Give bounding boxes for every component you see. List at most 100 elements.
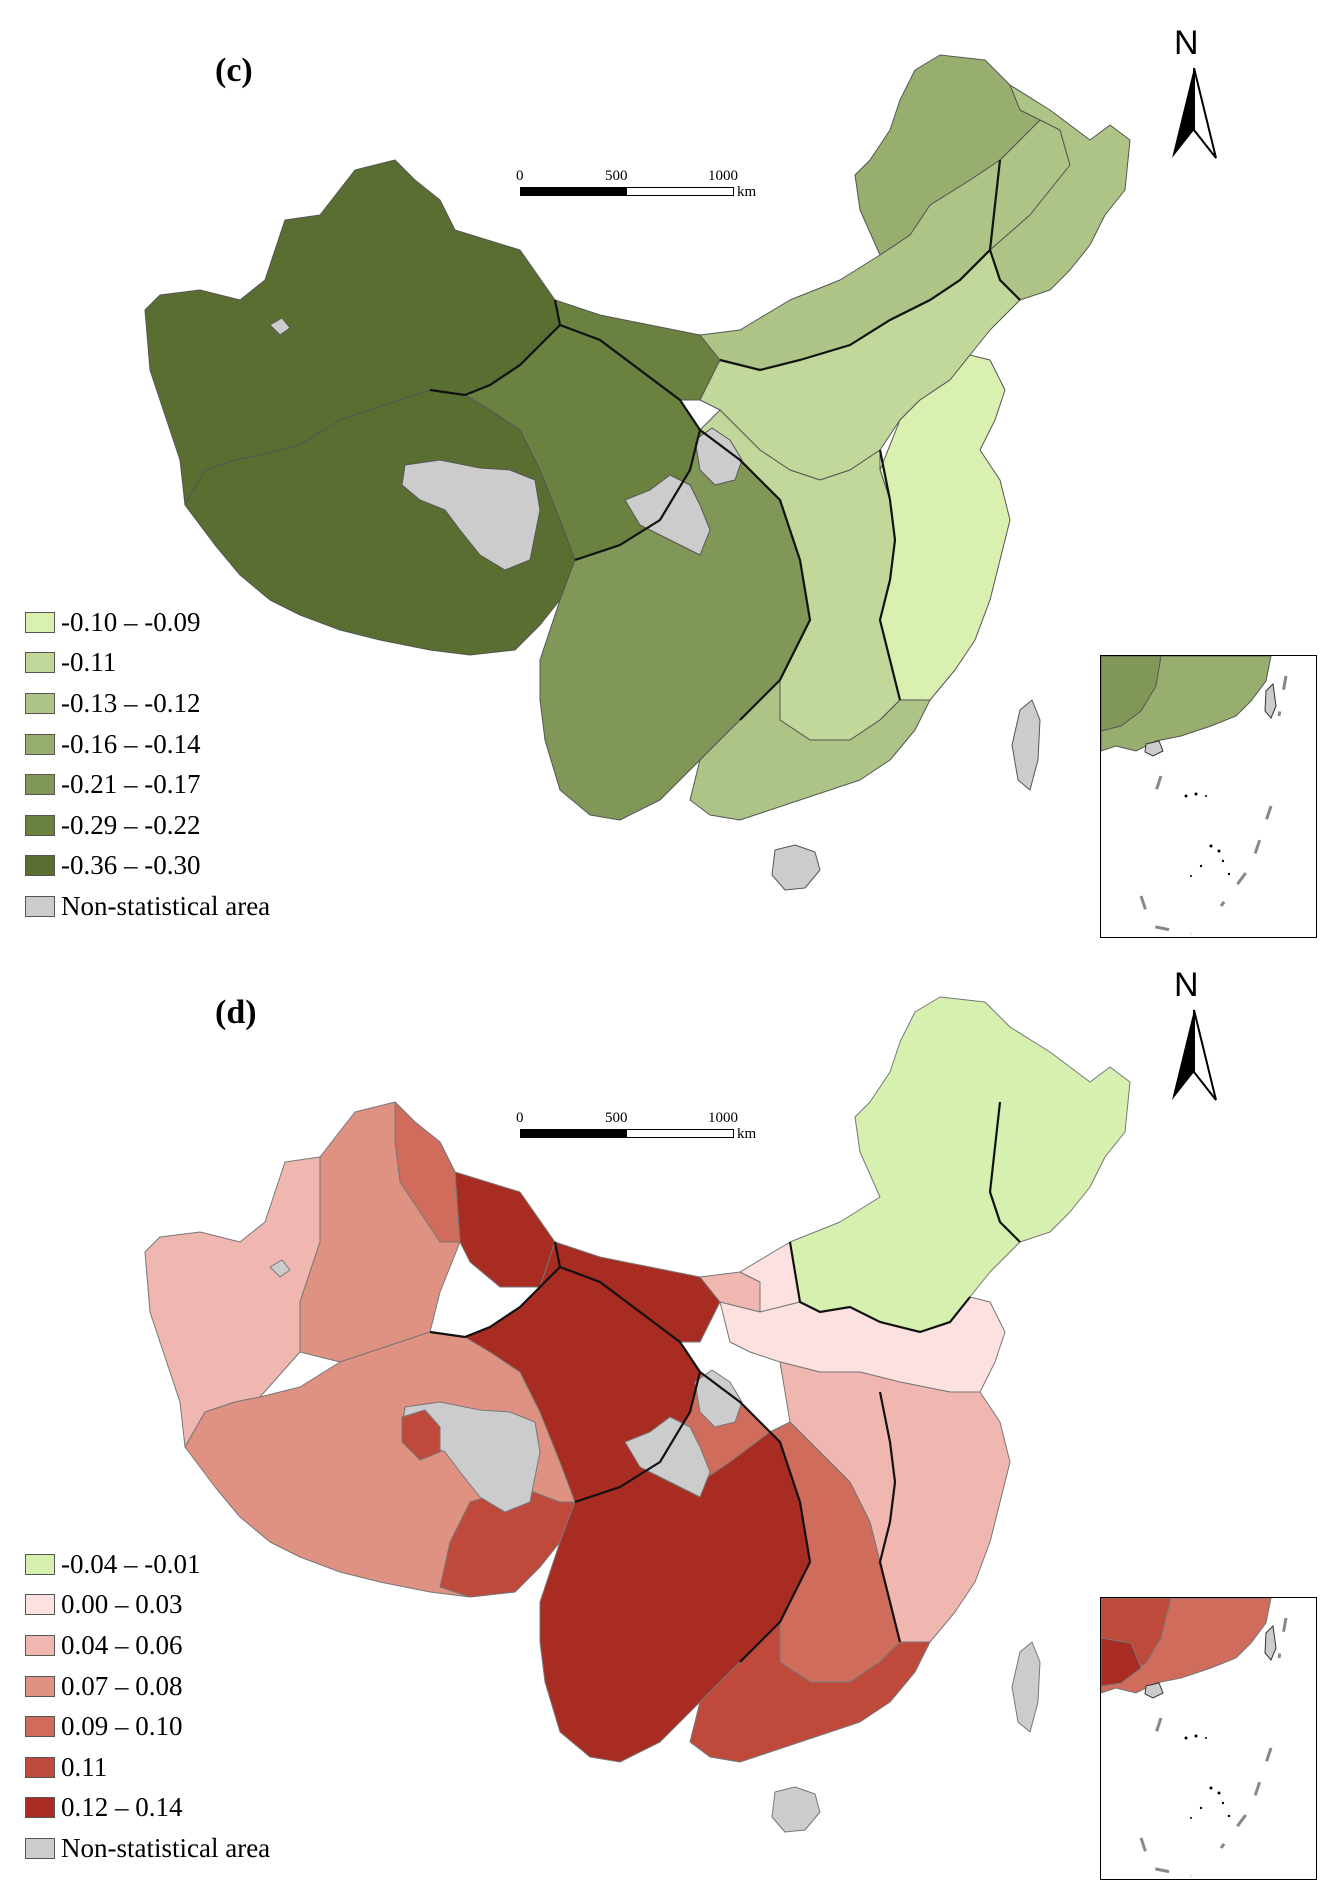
legend-label: -0.21 – -0.17 bbox=[61, 769, 201, 800]
region-taiwan bbox=[1011, 699, 1041, 791]
region-nonstat-3 bbox=[694, 427, 743, 486]
region-nonstat-1 bbox=[401, 459, 541, 571]
legend-swatch bbox=[25, 1837, 55, 1859]
region-heilongjiang bbox=[989, 84, 1131, 301]
scale-tick: 1000 bbox=[708, 1110, 738, 1126]
region-northeast bbox=[854, 54, 1041, 256]
scale-tick: 500 bbox=[605, 1110, 628, 1126]
region-nonstat-2 bbox=[624, 474, 711, 556]
inset-map bbox=[1101, 656, 1288, 936]
north-arrow-icon bbox=[1172, 67, 1217, 159]
legend-label: -0.11 bbox=[61, 647, 117, 678]
legend-swatch bbox=[25, 1553, 55, 1575]
legend-swatch bbox=[25, 611, 55, 633]
legend-item: -0.29 – -0.22 bbox=[25, 805, 270, 846]
legend-item: -0.36 – -0.30 bbox=[25, 846, 270, 887]
panel-label: (c) bbox=[215, 52, 253, 89]
scale-unit: km bbox=[737, 1126, 757, 1142]
region-tibet-east bbox=[439, 1486, 576, 1598]
legend-label: -0.13 – -0.12 bbox=[61, 687, 201, 718]
legend-label: -0.29 – -0.22 bbox=[61, 809, 201, 840]
map-panel-d: (d) N 0 500 1000 km -0.04 – -0.01 0.00 – … bbox=[0, 942, 1323, 1884]
scale-bar: 0 500 1000 km bbox=[513, 168, 773, 208]
scale-tick: 500 bbox=[605, 168, 628, 184]
north-arrow: N bbox=[1158, 20, 1228, 160]
legend-swatch bbox=[25, 692, 55, 714]
map-panel-c: (c) N 0 500 1000 km -0.10 – -0.09 -0.11 -0… bbox=[0, 0, 1323, 942]
scale-bar-white bbox=[626, 187, 734, 196]
scale-bar-black bbox=[520, 187, 626, 196]
scale-bar-white bbox=[626, 1129, 734, 1138]
legend-item: -0.16 – -0.14 bbox=[25, 724, 270, 765]
legend-swatch bbox=[25, 814, 55, 836]
legend-item: Non-statistical area bbox=[25, 1828, 270, 1869]
legend-item: -0.13 – -0.12 bbox=[25, 683, 270, 724]
legend-swatch bbox=[25, 1716, 55, 1738]
region-nonstat-2 bbox=[624, 1416, 711, 1498]
legend-item: 0.12 – 0.14 bbox=[25, 1788, 270, 1829]
scale-bar: 0 500 1000 km bbox=[513, 1110, 773, 1150]
legend-item: Non-statistical area bbox=[25, 886, 270, 927]
legend: -0.10 – -0.09 -0.11 -0.13 – -0.12 -0.16 – -… bbox=[25, 602, 270, 927]
scale-bar-black bbox=[520, 1129, 626, 1138]
legend: -0.04 – -0.01 0.00 – 0.03 0.04 – 0.06 0.07 … bbox=[25, 1544, 270, 1869]
region-nonstat-4 bbox=[269, 1259, 291, 1278]
legend-label: -0.16 – -0.14 bbox=[61, 728, 201, 759]
china-choropleth-map-c bbox=[144, 54, 1131, 891]
legend-label: Non-statistical area bbox=[61, 890, 271, 921]
legend-swatch bbox=[25, 1594, 55, 1616]
legend-label: 0.11 bbox=[61, 1751, 108, 1782]
region-south bbox=[689, 1621, 931, 1763]
legend-label: 0.04 – 0.06 bbox=[61, 1629, 183, 1660]
region-taiwan bbox=[1011, 1641, 1041, 1733]
legend-item: -0.10 – -0.09 bbox=[25, 602, 270, 643]
south-china-sea-inset bbox=[1100, 1597, 1317, 1880]
scale-tick: 1000 bbox=[708, 168, 738, 184]
legend-swatch bbox=[25, 1756, 55, 1778]
legend-item: 0.11 bbox=[25, 1747, 270, 1788]
scale-tick: 0 bbox=[516, 168, 524, 184]
region-nonstat-3 bbox=[694, 1369, 743, 1428]
inset-map bbox=[1101, 1598, 1288, 1878]
legend-swatch bbox=[25, 774, 55, 796]
legend-swatch bbox=[25, 855, 55, 877]
north-label: N bbox=[1174, 24, 1199, 62]
legend-item: 0.00 – 0.03 bbox=[25, 1585, 270, 1626]
north-arrow: N bbox=[1158, 962, 1228, 1102]
legend-label: -0.10 – -0.09 bbox=[61, 606, 201, 637]
legend-swatch bbox=[25, 1797, 55, 1819]
legend-label: 0.07 – 0.08 bbox=[61, 1670, 183, 1701]
legend-label: Non-statistical area bbox=[61, 1832, 271, 1863]
legend-swatch bbox=[25, 733, 55, 755]
legend-item: -0.11 bbox=[25, 643, 270, 684]
legend-label: -0.04 – -0.01 bbox=[61, 1548, 201, 1579]
panel-label: (d) bbox=[215, 994, 257, 1031]
north-label: N bbox=[1174, 966, 1199, 1004]
scale-unit: km bbox=[737, 184, 757, 200]
china-choropleth-map-d bbox=[144, 996, 1131, 1833]
province-boundaries bbox=[429, 159, 1021, 721]
legend-item: -0.04 – -0.01 bbox=[25, 1544, 270, 1585]
region-hainan bbox=[771, 844, 821, 891]
legend-label: 0.00 – 0.03 bbox=[61, 1589, 183, 1620]
scale-tick: 0 bbox=[516, 1110, 524, 1126]
legend-item: 0.04 – 0.06 bbox=[25, 1625, 270, 1666]
north-arrow-icon bbox=[1172, 1009, 1217, 1101]
region-hainan bbox=[771, 1786, 821, 1833]
south-china-sea-inset bbox=[1100, 655, 1317, 938]
legend-label: -0.36 – -0.30 bbox=[61, 850, 201, 881]
legend-swatch bbox=[25, 895, 55, 917]
legend-label: 0.09 – 0.10 bbox=[61, 1711, 183, 1742]
legend-item: -0.21 – -0.17 bbox=[25, 764, 270, 805]
legend-item: 0.07 – 0.08 bbox=[25, 1666, 270, 1707]
legend-swatch bbox=[25, 1675, 55, 1697]
legend-label: 0.12 – 0.14 bbox=[61, 1792, 183, 1823]
province-boundaries bbox=[429, 1101, 1021, 1663]
region-nonstat-1b bbox=[401, 1409, 441, 1461]
legend-item: 0.09 – 0.10 bbox=[25, 1706, 270, 1747]
region-northeast bbox=[789, 996, 1131, 1333]
region-xinjiang-n bbox=[394, 1101, 461, 1243]
legend-swatch bbox=[25, 652, 55, 674]
region-nonstat-4 bbox=[269, 317, 291, 336]
region-south bbox=[689, 679, 931, 821]
